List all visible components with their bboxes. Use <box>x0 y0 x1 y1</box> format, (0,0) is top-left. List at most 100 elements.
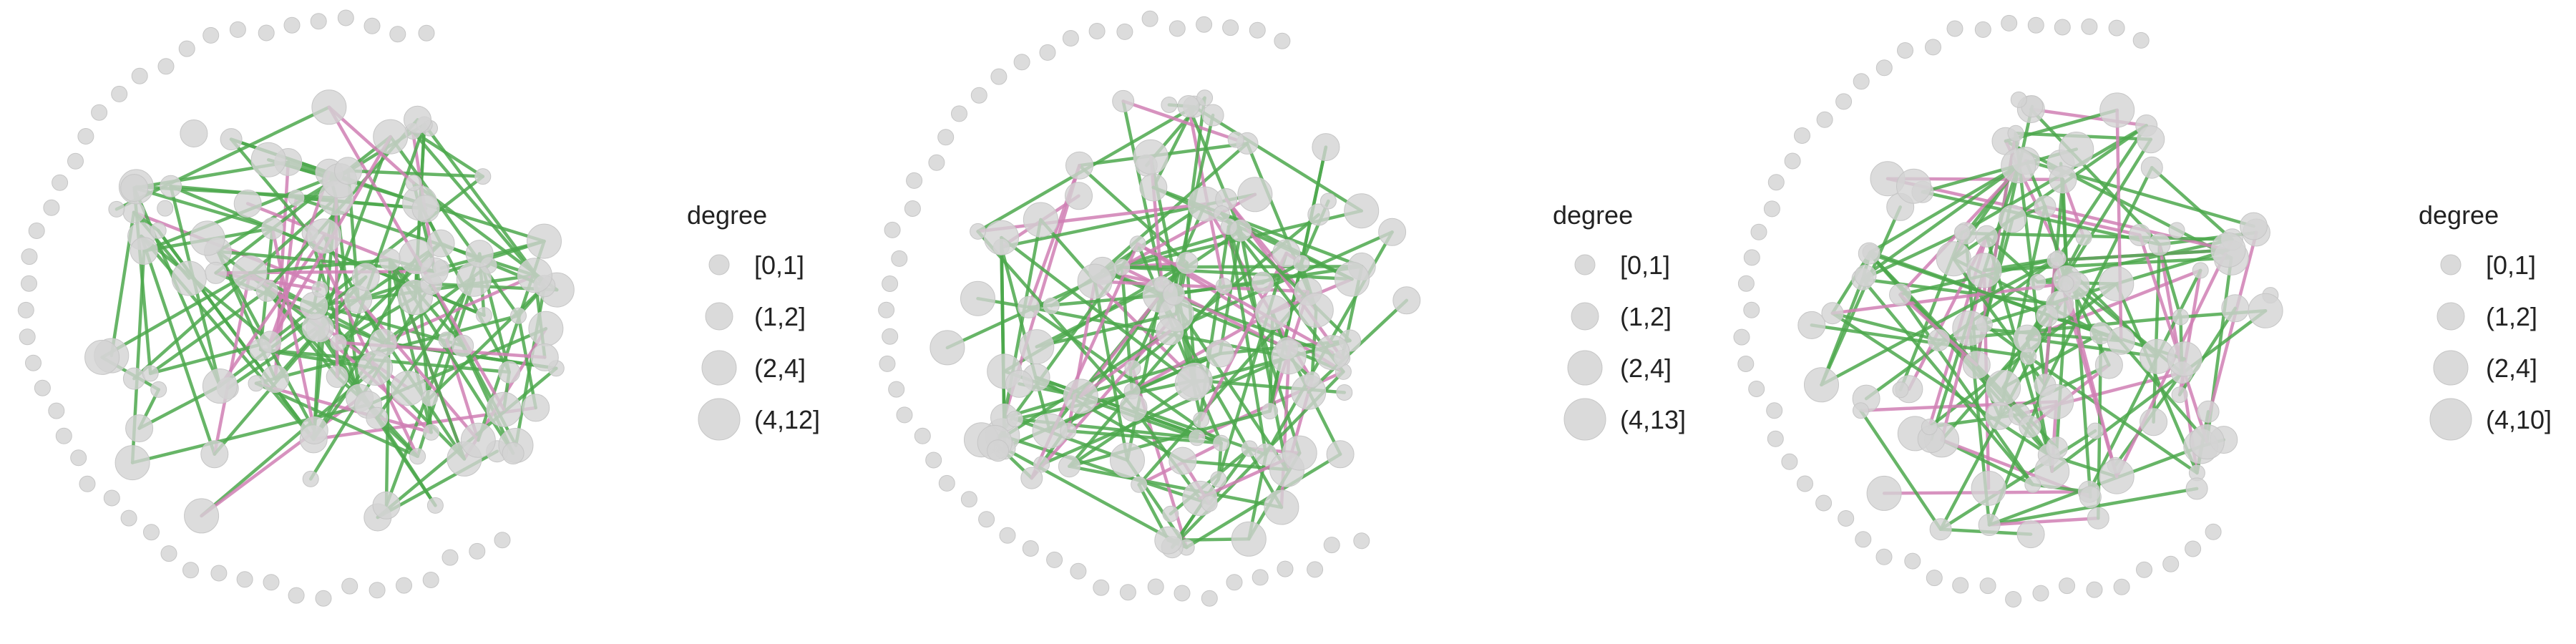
network-node <box>1112 89 1135 112</box>
legend-key-circle <box>698 398 741 441</box>
positive-edge <box>1184 452 1342 550</box>
isolated-node <box>1797 475 1813 492</box>
isolated-node <box>882 275 899 292</box>
negative-edge <box>976 202 1207 233</box>
isolated-node <box>21 248 38 265</box>
positive-edge <box>1013 379 1197 421</box>
negative-edge <box>2115 108 2123 343</box>
positive-edge <box>2065 278 2209 444</box>
positive-edge <box>1860 277 2035 487</box>
network-node <box>1060 422 1077 439</box>
positive-edge <box>384 258 392 507</box>
isolated-node <box>1323 537 1340 554</box>
network-node <box>1953 224 1971 241</box>
positive-edge <box>140 234 272 344</box>
isolated-node <box>2027 16 2044 34</box>
network-node <box>1237 177 1273 213</box>
positive-edge <box>1068 284 1226 468</box>
positive-edge <box>1898 293 2035 487</box>
positive-edge <box>169 185 274 230</box>
network-node <box>2140 408 2168 436</box>
legend-key-circle <box>2436 302 2465 331</box>
isolated-node <box>396 577 412 594</box>
degree-legend-2: degree [0,1] (1,2] (2,4] (4,13] <box>1553 193 1739 451</box>
isolated-node <box>1274 32 1291 49</box>
positive-edge <box>218 275 368 388</box>
network-node <box>1264 489 1299 525</box>
network-node <box>1063 379 1098 414</box>
network-node <box>1378 218 1407 246</box>
positive-edge <box>140 234 217 456</box>
network-node <box>409 448 426 465</box>
network-node <box>2189 424 2225 459</box>
isolated-node <box>1201 590 1218 607</box>
isolated-node <box>1062 30 1079 47</box>
network-node <box>1976 225 1998 248</box>
network-node <box>2016 520 2045 549</box>
network-node <box>1161 97 1178 113</box>
positive-edge <box>2053 248 2230 263</box>
isolated-node <box>1353 532 1370 550</box>
network-node <box>411 195 440 223</box>
isolated-node <box>1046 551 1063 568</box>
network-node <box>2087 507 2109 530</box>
network-node <box>1154 526 1183 555</box>
network-node <box>2034 195 2057 218</box>
network-node <box>1201 104 1224 127</box>
positive-edge <box>374 366 467 461</box>
nodes <box>1733 14 2283 608</box>
legend-key-circle <box>708 254 730 275</box>
network-node <box>202 369 238 404</box>
isolated-node <box>1926 570 1943 587</box>
positive-edge <box>1868 250 2123 343</box>
network-node <box>1156 317 1184 346</box>
isolated-node <box>1816 111 1833 128</box>
network-node <box>306 218 342 254</box>
network-node <box>1254 443 1277 466</box>
positive-edge <box>216 250 436 273</box>
isolated-node <box>914 427 931 444</box>
network-node <box>379 248 401 271</box>
positive-edge <box>2114 282 2199 475</box>
network-node <box>452 334 474 357</box>
isolated-node <box>904 200 921 217</box>
network-node <box>334 157 362 185</box>
network-node <box>1177 95 1200 117</box>
network-node <box>930 330 965 366</box>
network-node <box>984 220 1019 255</box>
network-node <box>2049 165 2077 194</box>
network-node <box>404 105 431 134</box>
network-node <box>2248 293 2283 328</box>
network-node <box>2075 229 2092 246</box>
isolated-node <box>111 85 128 102</box>
network-node <box>1215 278 1232 295</box>
isolated-node <box>1174 585 1191 602</box>
isolated-node <box>1226 574 1243 591</box>
isolated-node <box>229 21 246 38</box>
positive-edge <box>2087 268 2202 494</box>
network-node <box>1124 360 1141 377</box>
isolated-node <box>2086 581 2103 598</box>
network-node <box>1033 456 1050 473</box>
isolated-node <box>990 68 1008 85</box>
isolated-node <box>1093 579 1110 596</box>
isolated-node <box>1070 562 1087 580</box>
network-node <box>1821 302 1844 325</box>
legend-label: (2,4] <box>1620 353 1672 383</box>
network-node <box>2240 212 2268 240</box>
positive-edge <box>1863 164 2020 278</box>
isolated-node <box>928 154 945 171</box>
network-node <box>2010 91 2027 108</box>
network-node <box>1018 296 1040 318</box>
network-node <box>1336 384 1353 401</box>
network-node <box>125 414 154 443</box>
network-node <box>2039 384 2074 419</box>
positive-edge <box>132 196 338 381</box>
isolated-node <box>1119 584 1136 601</box>
positive-edge <box>2043 165 2154 387</box>
isolated-node <box>970 87 987 104</box>
legend-label: [0,1] <box>1620 250 1671 280</box>
network-node <box>530 343 559 371</box>
network-node <box>2137 125 2165 154</box>
network-node <box>1213 205 1230 222</box>
